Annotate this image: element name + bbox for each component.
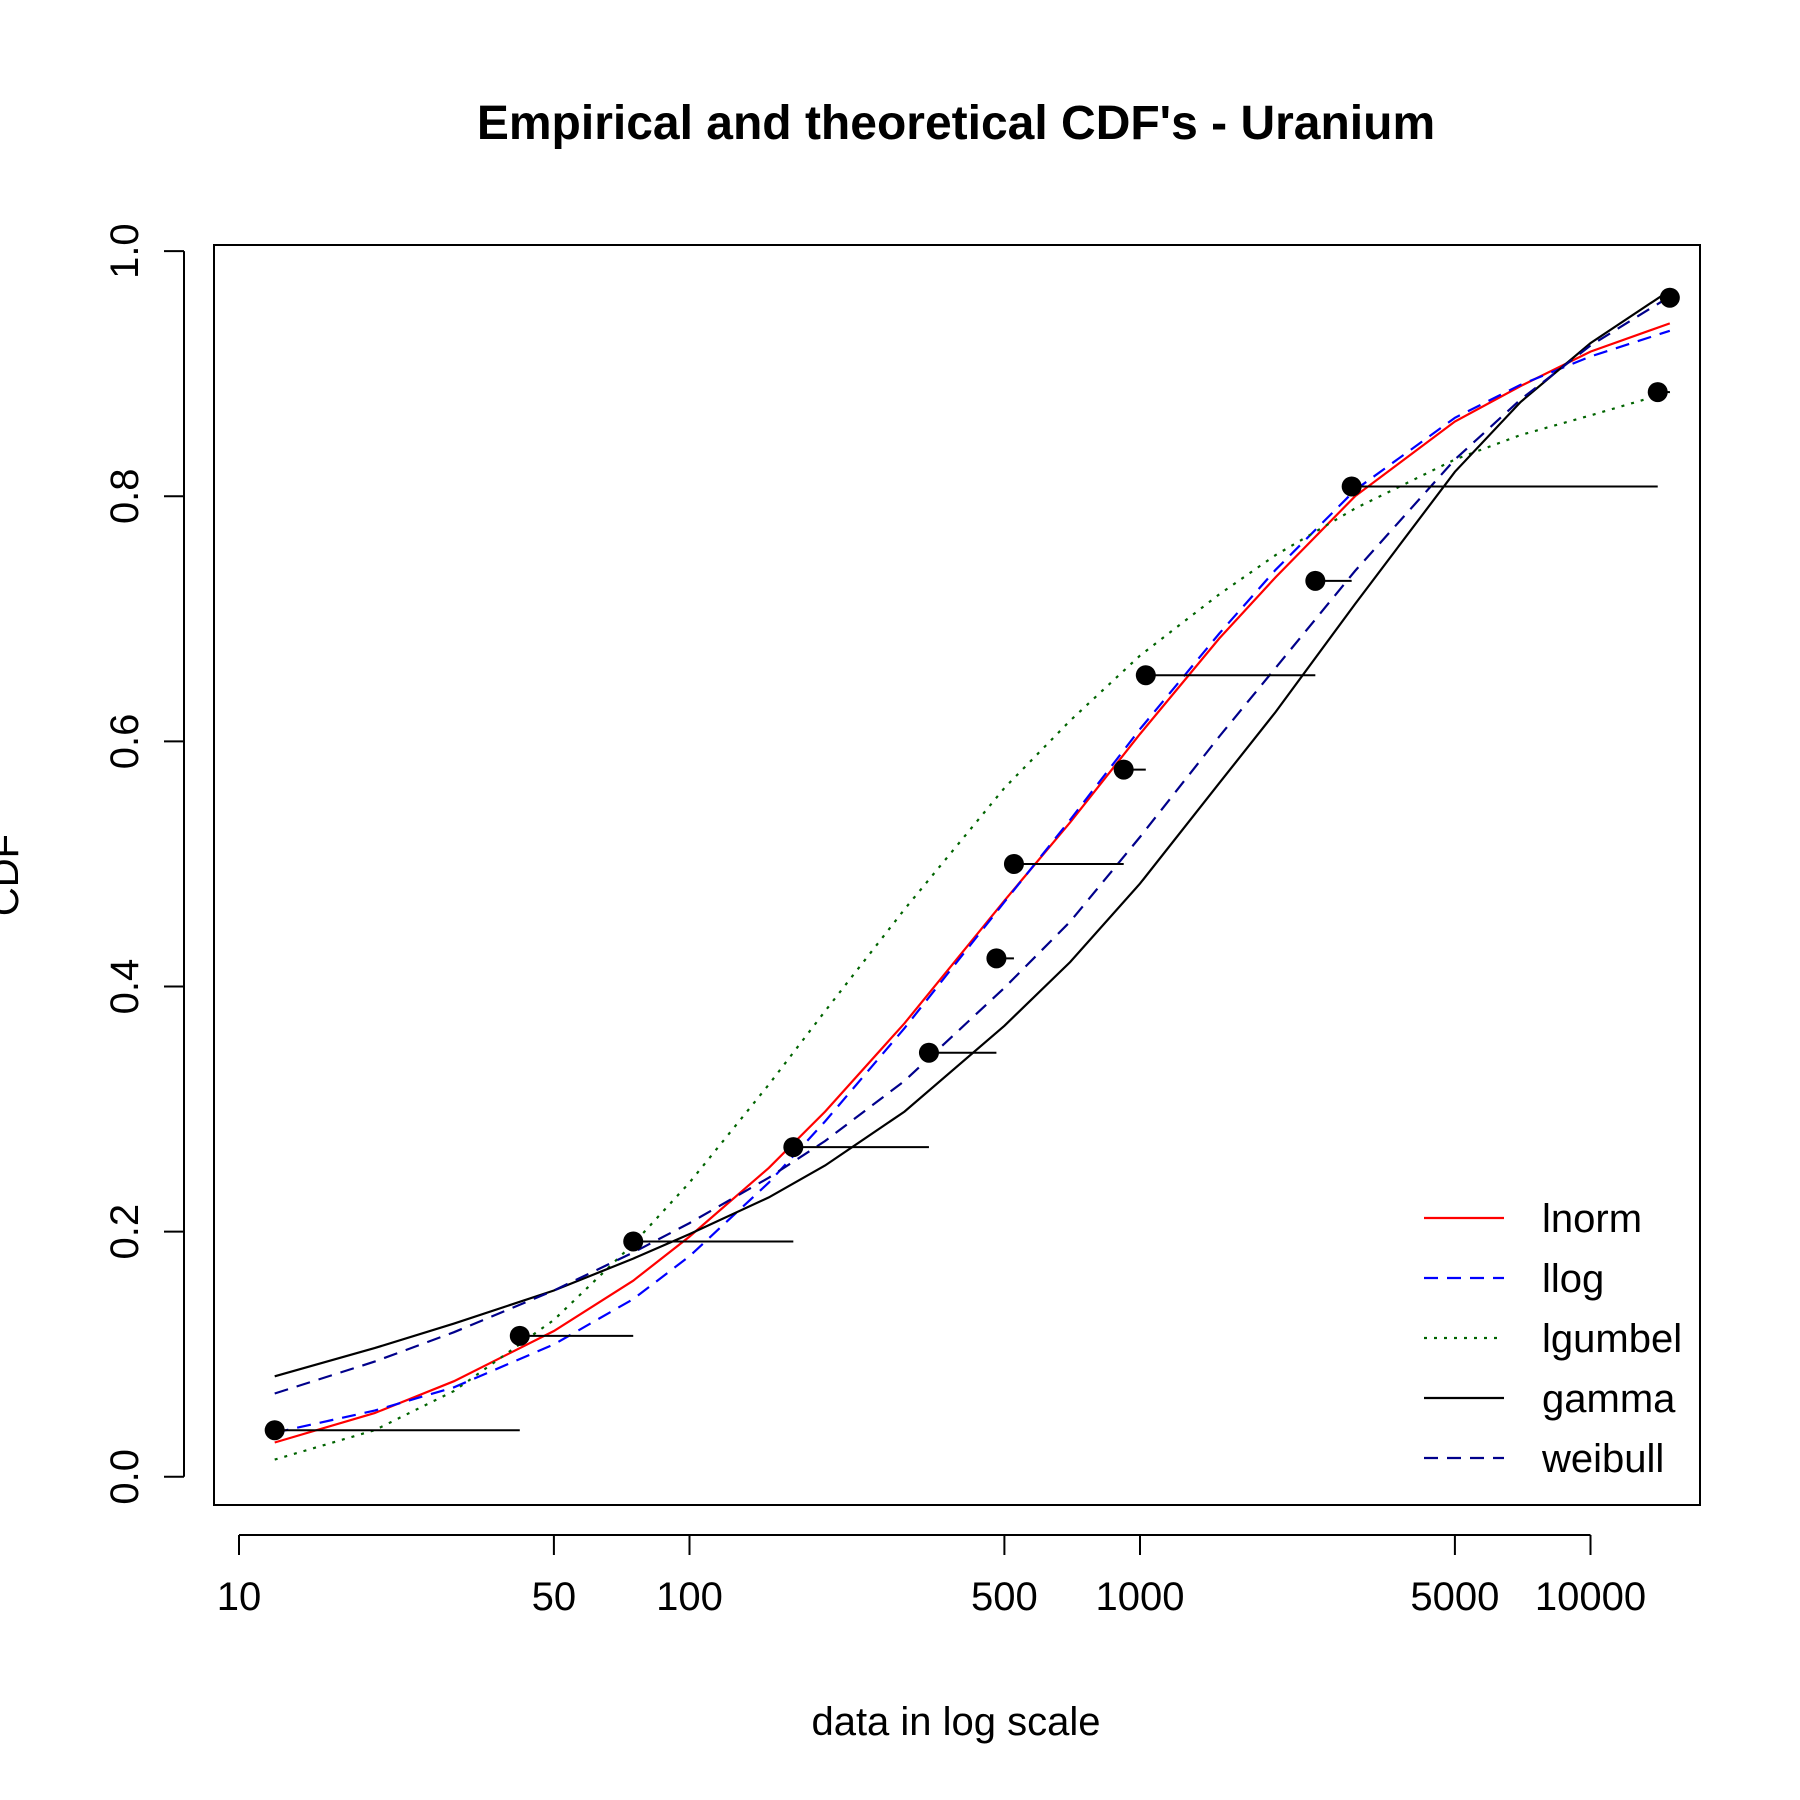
ecdf-point — [509, 1325, 530, 1346]
legend: lnorm llog lgumbel gamma weibull — [1424, 1197, 1682, 1481]
ecdf-point — [264, 1420, 285, 1441]
ecdf-point — [783, 1137, 804, 1158]
series-line-llog — [274, 329, 1671, 1434]
x-tick-label: 10000 — [1535, 1575, 1646, 1619]
y-axis-label: CDF — [0, 834, 27, 916]
x-tick-label: 50 — [532, 1575, 577, 1619]
x-tick-label: 500 — [971, 1575, 1038, 1619]
ecdf-point — [1305, 570, 1326, 591]
ecdf-point — [1135, 665, 1156, 686]
x-tick-label: 10 — [217, 1575, 262, 1619]
x-axis-label: data in log scale — [811, 1700, 1100, 1744]
legend-label-weibull: weibull — [1541, 1437, 1664, 1481]
ecdf-point — [1341, 476, 1362, 497]
x-tick-label: 1000 — [1096, 1575, 1185, 1619]
y-tick-label: 1.0 — [103, 223, 147, 279]
plot-area — [264, 287, 1680, 1461]
legend-label-llog: llog — [1542, 1257, 1604, 1301]
legend-label-lgumbel: lgumbel — [1542, 1317, 1682, 1361]
legend-label-lnorm: lnorm — [1542, 1197, 1642, 1241]
series-line-gamma — [274, 289, 1671, 1378]
legend-label-gamma: gamma — [1542, 1377, 1676, 1421]
chart-title: Empirical and theoretical CDF's - Uraniu… — [477, 97, 1435, 150]
ecdf-point — [1659, 287, 1680, 308]
x-tick-label: 5000 — [1410, 1575, 1499, 1619]
ecdf-point — [986, 948, 1007, 969]
y-axis: 0.0 0.2 0.4 0.6 0.8 1.0 — [103, 223, 185, 1505]
y-tick-label: 0.4 — [103, 959, 147, 1015]
y-tick-label: 0.0 — [103, 1449, 147, 1505]
y-tick-label: 0.2 — [103, 1204, 147, 1260]
plot-frame — [213, 244, 1701, 1506]
x-tick-label: 100 — [656, 1575, 723, 1619]
ecdf-point — [1647, 382, 1668, 403]
ecdf-point — [1003, 853, 1024, 874]
y-tick-label: 0.8 — [103, 468, 147, 524]
ecdf-point — [1113, 759, 1134, 780]
y-tick-label: 0.6 — [103, 714, 147, 770]
ecdf-point — [623, 1231, 644, 1252]
x-axis: 10 50 100 500 1000 5000 10000 — [217, 1534, 1646, 1619]
ecdf-point — [918, 1042, 939, 1063]
